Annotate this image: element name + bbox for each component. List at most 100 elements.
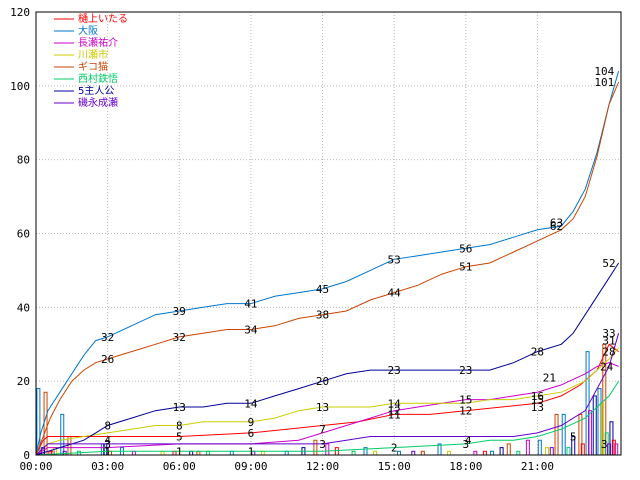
- bar: [351, 450, 356, 456]
- data-label: 31: [602, 335, 615, 348]
- data-label: 23: [388, 364, 401, 377]
- bar: [373, 450, 378, 456]
- x-tick-label: 09:00: [234, 460, 267, 473]
- bar: [580, 443, 585, 456]
- data-label: 3: [319, 438, 326, 451]
- bar: [396, 450, 401, 456]
- data-label: 51: [459, 261, 472, 274]
- x-tick-label: 15:00: [378, 460, 411, 473]
- legend-entry: 5主人公: [78, 85, 114, 97]
- legend-entry: 川瀬市: [78, 48, 108, 61]
- series-line: [35, 333, 620, 456]
- data-label: 13: [316, 401, 329, 414]
- x-tick-label: 00:00: [19, 460, 52, 473]
- data-label: 12: [459, 405, 472, 418]
- y-tick-labels: 0 20 40 60 80 100 120: [10, 6, 30, 462]
- data-label: 6: [248, 427, 255, 440]
- series-line: [35, 70, 620, 456]
- legend-entry: 樋上いたる: [78, 12, 128, 25]
- series-line: [35, 380, 620, 456]
- data-label: 26: [101, 353, 114, 366]
- data-label: 53: [388, 253, 401, 266]
- bar: [196, 450, 201, 456]
- data-label: 5: [570, 431, 577, 444]
- y-tick-label: 120: [10, 6, 30, 19]
- bar: [587, 410, 592, 456]
- data-label: 4: [104, 434, 111, 447]
- y-tick-label: 0: [23, 449, 30, 462]
- bar: [205, 450, 210, 456]
- data-label: 33: [602, 327, 615, 340]
- data-label: 7: [319, 423, 326, 436]
- x-tick-label: 12:00: [306, 460, 339, 473]
- bar: [607, 443, 612, 456]
- bar: [566, 447, 571, 456]
- data-label: 8: [104, 419, 111, 432]
- data-label: 62: [550, 220, 563, 233]
- data-label: 28: [531, 346, 544, 359]
- series-line: [35, 343, 619, 456]
- y-tick-label: 100: [10, 80, 30, 93]
- bar: [490, 450, 495, 456]
- data-label: 63: [550, 216, 563, 229]
- data-label: 32: [101, 331, 114, 344]
- bar: [516, 450, 521, 456]
- data-label: 20: [316, 375, 329, 388]
- y-tick-label: 60: [17, 228, 30, 241]
- x-tick-label: 18:00: [449, 460, 482, 473]
- data-label: 28: [602, 346, 615, 359]
- bar: [544, 447, 549, 456]
- bar: [482, 450, 487, 456]
- legend-entry: 大阪: [78, 24, 98, 37]
- bar: [447, 450, 452, 456]
- y-tick-label: 20: [17, 375, 30, 388]
- data-label: 1: [248, 445, 255, 458]
- legend-entry: 磯永成瀬: [78, 96, 118, 109]
- data-label: 41: [244, 298, 257, 311]
- data-label: 11: [388, 408, 401, 421]
- bar: [131, 450, 136, 456]
- data-label: 23: [459, 364, 472, 377]
- data-label: 39: [173, 305, 186, 318]
- data-label: 1: [176, 445, 183, 458]
- data-label: 38: [316, 309, 329, 322]
- data-label: 15: [531, 394, 544, 407]
- data-label: 15: [459, 394, 472, 407]
- series-line: [35, 262, 620, 456]
- data-label: 24: [600, 360, 614, 373]
- data-label: 12: [388, 405, 401, 418]
- x-tick-labels: 00:00 03:00 06:00 09:00 12:00 15:00 18:00 21:00: [19, 460, 554, 473]
- bar: [561, 413, 566, 456]
- bar: [189, 450, 194, 456]
- data-label: 56: [459, 242, 472, 255]
- data-label: 104: [594, 65, 614, 78]
- data-label: 16: [531, 390, 544, 403]
- data-label: 5: [176, 431, 183, 444]
- bar: [611, 439, 616, 456]
- series-lines: [35, 70, 620, 456]
- data-label: 3: [104, 438, 111, 451]
- data-label: 34: [244, 323, 258, 336]
- data-label: 44: [388, 287, 402, 300]
- data-label: 52: [602, 257, 615, 270]
- series-line: [35, 81, 620, 456]
- data-label: 101: [594, 76, 614, 89]
- bar: [313, 439, 318, 456]
- bar: [554, 413, 559, 456]
- bar: [499, 447, 504, 456]
- data-label: 21: [543, 371, 556, 384]
- legend-entry: 長瀬祐介: [78, 36, 118, 49]
- data-label: 9: [248, 416, 255, 429]
- data-label: 13: [531, 401, 544, 414]
- data-label: 4: [465, 434, 472, 447]
- series-line: [35, 347, 619, 456]
- bar: [525, 439, 530, 456]
- x-tick-label: 06:00: [163, 460, 196, 473]
- legend-entry: ギコ猫: [78, 60, 108, 73]
- x-tick-label: 21:00: [521, 460, 554, 473]
- bar: [420, 450, 425, 456]
- bar: [325, 443, 330, 456]
- bar: [473, 450, 478, 456]
